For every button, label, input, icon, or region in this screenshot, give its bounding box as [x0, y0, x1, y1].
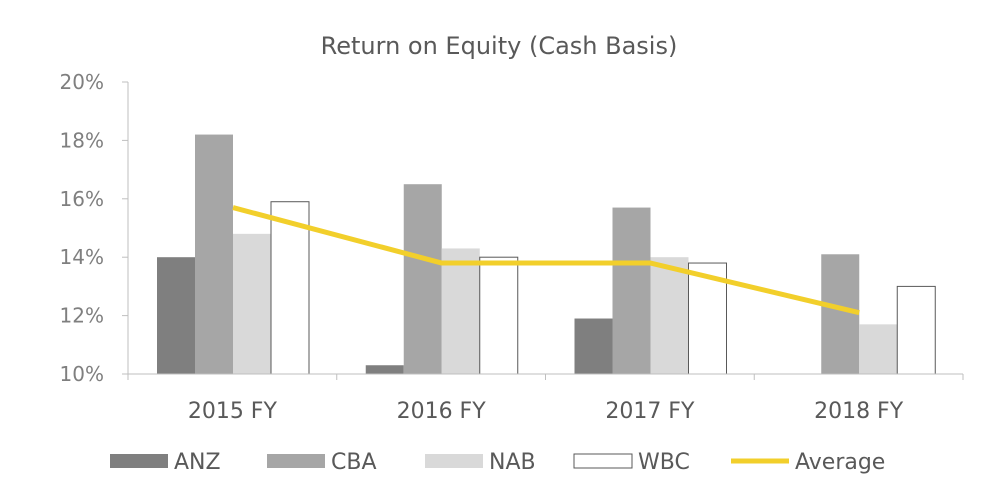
x-tick-label: 2015 FY	[188, 399, 278, 424]
y-axis: 10% 12% 14% 16% 18% 20%	[60, 70, 129, 386]
legend-label: Average	[795, 450, 885, 475]
chart-title: Return on Equity (Cash Basis)	[321, 32, 678, 60]
y-tick-label: 20%	[60, 70, 104, 94]
bar-nab	[650, 257, 689, 374]
average-line-group	[232, 205, 860, 316]
bar-anz	[365, 365, 404, 374]
legend-label: WBC	[638, 450, 690, 475]
bar-cba	[821, 254, 860, 374]
legend-item-anz: ANZ	[110, 450, 221, 475]
bar-cba	[403, 184, 442, 374]
bar-wbc	[896, 285, 936, 375]
x-tick-label: 2018 FY	[814, 399, 904, 424]
y-tick-label: 16%	[60, 187, 104, 211]
legend-item-cba: CBA	[267, 450, 377, 475]
legend-item-average: Average	[731, 450, 885, 475]
legend: ANZ CBA NAB WBC Average	[110, 450, 885, 475]
legend-swatch	[425, 454, 483, 468]
legend-swatch	[573, 453, 633, 469]
legend-item-nab: NAB	[425, 450, 536, 475]
legend-swatch	[267, 454, 325, 468]
y-tick-label: 10%	[60, 362, 104, 386]
legend-label: CBA	[331, 450, 377, 475]
bars	[157, 134, 936, 375]
legend-item-wbc: WBC	[573, 450, 690, 475]
x-axis: 2015 FY 2016 FY 2017 FY 2018 FY	[127, 373, 964, 424]
bar-anz	[574, 318, 613, 374]
y-tick-label: 14%	[60, 245, 104, 269]
bar-wbc	[479, 256, 519, 375]
bar-nab	[441, 248, 480, 374]
legend-swatch	[110, 454, 168, 468]
x-tick-label: 2016 FY	[397, 399, 487, 424]
y-tick-label: 18%	[60, 128, 104, 152]
legend-label: NAB	[489, 450, 536, 475]
x-tick-label: 2017 FY	[605, 399, 695, 424]
bar-nab	[233, 233, 271, 374]
average-line	[232, 205, 860, 316]
bar-nab	[859, 324, 898, 374]
bar-anz	[157, 257, 195, 374]
bar-cba	[195, 134, 233, 374]
legend-label: ANZ	[174, 450, 221, 475]
bar-cba	[612, 207, 651, 374]
y-tick-label: 12%	[60, 304, 104, 328]
